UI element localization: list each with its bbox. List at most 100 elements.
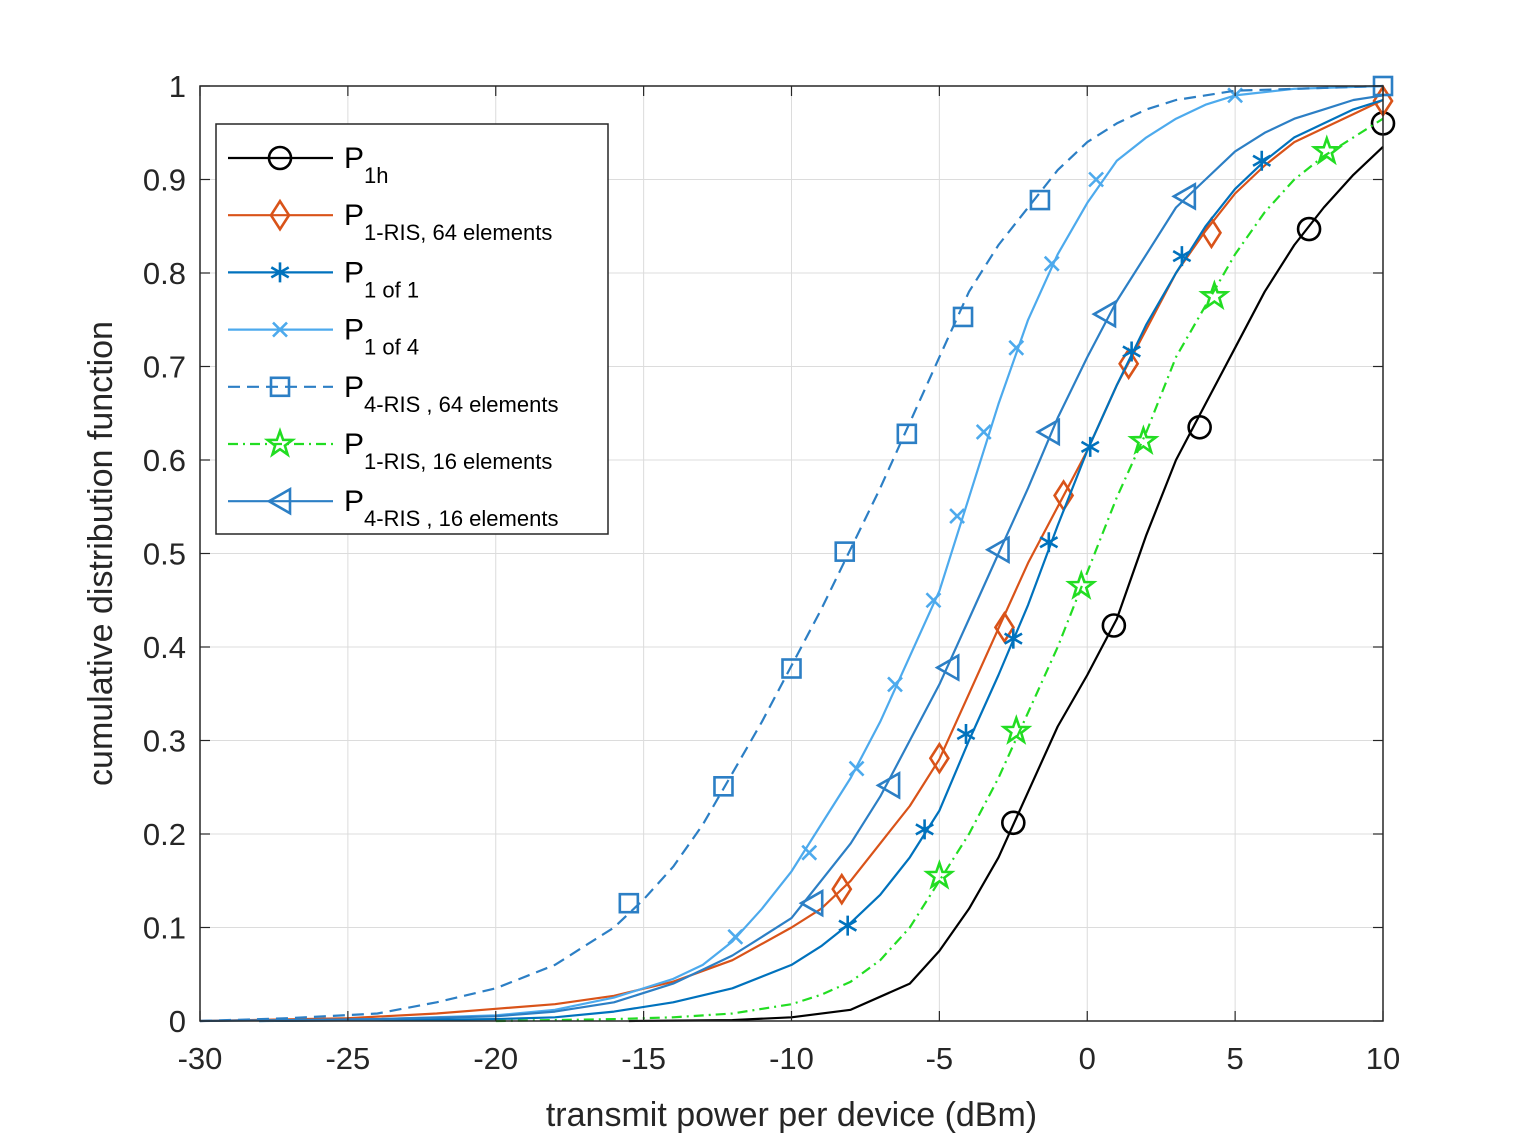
legend-label: P1-RIS, 16 elements — [344, 428, 552, 474]
y-tick-label: 1 — [169, 69, 186, 104]
data-point — [1029, 189, 1051, 211]
grid — [199, 85, 1384, 1022]
legend-entry-5: P4-RIS , 64 elements — [228, 371, 558, 417]
series-line — [199, 94, 1384, 1023]
data-point — [1127, 424, 1160, 456]
series-4 — [259, 84, 1384, 1023]
data-point — [1198, 279, 1231, 311]
series-line — [259, 84, 1384, 1023]
y-tick-label: 0.7 — [143, 350, 186, 385]
data-point — [1091, 299, 1117, 329]
data-point — [1171, 182, 1197, 211]
legend-label-subscript: 1 of 1 — [364, 277, 419, 302]
series-7 — [199, 94, 1384, 1023]
data-point — [848, 760, 865, 777]
data-point — [875, 771, 901, 800]
legend-label-main: P — [344, 199, 364, 232]
x-tick-label: 10 — [1366, 1041, 1400, 1076]
data-point — [1000, 714, 1033, 745]
x-tick-label: -10 — [769, 1041, 814, 1076]
y-tick-label: 0.3 — [143, 724, 186, 759]
data-point — [923, 859, 956, 890]
data-point — [1001, 810, 1026, 836]
legend-entry-6: P1-RIS, 16 elements — [228, 427, 552, 474]
legend-marker — [266, 486, 292, 516]
data-point — [1043, 255, 1060, 272]
data-point — [934, 653, 960, 682]
legend-label-main: P — [344, 371, 364, 404]
x-tick-label: 0 — [1079, 1041, 1096, 1076]
data-point — [801, 844, 818, 861]
data-point — [925, 592, 942, 609]
legend-entry-2: P1-RIS, 64 elements — [228, 198, 552, 245]
legend-marker — [263, 427, 297, 458]
data-point — [1187, 414, 1212, 440]
series-6 — [495, 117, 1384, 1023]
data-point — [727, 928, 744, 945]
data-point — [984, 535, 1010, 565]
data-point — [1039, 532, 1059, 553]
legend-entry-7: P4-RIS , 16 elements — [228, 485, 558, 531]
data-point — [1008, 339, 1025, 356]
y-tick-label: 0.6 — [143, 443, 186, 478]
data-point — [713, 776, 734, 797]
data-point — [1065, 569, 1098, 600]
y-tick-label: 0.4 — [143, 630, 186, 665]
legend-label: P1 of 1 — [344, 256, 419, 302]
legend-label-subscript: 4-RIS , 16 elements — [364, 506, 558, 531]
series-3 — [259, 98, 1384, 1023]
data-point — [1122, 341, 1141, 362]
x-tick-label: 5 — [1227, 1041, 1244, 1076]
x-tick-label: -15 — [621, 1041, 666, 1076]
y-tick-label: 0 — [169, 1004, 186, 1039]
x-tick-label: -5 — [926, 1041, 954, 1076]
legend-label-main: P — [344, 142, 364, 175]
series-layer — [199, 75, 1396, 1023]
y-tick-label: 0.9 — [143, 163, 186, 198]
data-point — [975, 424, 992, 440]
data-point — [1101, 613, 1127, 638]
legend-label-subscript: 1 of 4 — [364, 335, 419, 360]
legend-label: P1-RIS, 64 elements — [344, 199, 552, 245]
data-point — [831, 872, 853, 906]
legend-marker — [269, 376, 291, 398]
data-point — [949, 508, 966, 525]
y-axis-label: cumulative distribution function — [82, 321, 120, 786]
data-point — [1118, 347, 1140, 381]
data-point — [1296, 216, 1322, 242]
data-point — [1003, 628, 1023, 649]
legend-label-main: P — [344, 428, 364, 461]
data-point — [1172, 246, 1192, 267]
x-axis-label: transmit power per device (dBm) — [546, 1096, 1037, 1134]
series-line — [199, 99, 1384, 1023]
data-point — [887, 676, 903, 693]
data-point — [834, 541, 856, 562]
y-tick-label: 0.2 — [143, 817, 186, 852]
data-point — [618, 892, 640, 914]
data-point — [896, 423, 918, 445]
data-point — [993, 610, 1015, 644]
legend-label: P1 of 4 — [344, 314, 419, 360]
legend-entry-4: P1 of 4 — [228, 314, 419, 360]
legend-label-main: P — [344, 485, 364, 518]
data-point — [1035, 417, 1061, 447]
data-point — [781, 658, 802, 679]
legend-label: P1h — [344, 142, 389, 188]
y-tick-label: 0.5 — [143, 537, 186, 572]
legend-marker — [267, 145, 293, 171]
data-point — [798, 888, 824, 918]
legend-marker — [272, 321, 288, 338]
data-point — [1088, 171, 1105, 188]
legend-label: P4-RIS , 16 elements — [344, 485, 558, 531]
series-line — [495, 117, 1384, 1023]
legend-entry-3: P1 of 1 — [228, 256, 419, 302]
series-line — [259, 98, 1384, 1023]
y-tick-label: 0.1 — [143, 911, 186, 946]
axis-ticks: -30 -25 -20 -15 -10 -5 0 5 10 0 0.1 0.2 0.3 0.4 0.5 0.6… — [143, 69, 1400, 1076]
data-point — [838, 915, 858, 936]
data-point — [915, 819, 934, 840]
legend-label-main: P — [344, 314, 364, 347]
legend-label-main: P — [344, 256, 364, 289]
data-point — [956, 723, 976, 744]
x-tick-label: -20 — [473, 1041, 518, 1076]
